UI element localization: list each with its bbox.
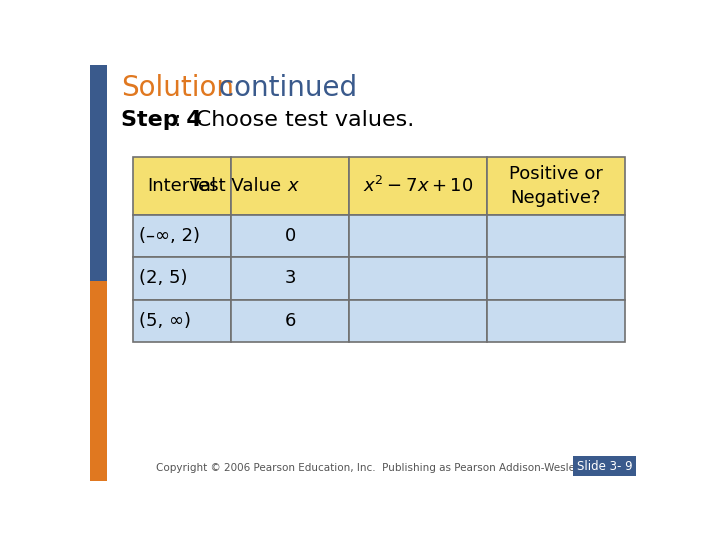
Bar (90, 65, 107, 281)
Bar (231, 215, 349, 257)
Bar (231, 257, 349, 300)
Bar (132, 300, 231, 342)
Bar (349, 157, 487, 215)
Bar (132, 257, 231, 300)
Bar (487, 215, 625, 257)
Bar (349, 300, 487, 342)
Text: 3: 3 (284, 269, 296, 287)
Text: x: x (287, 177, 297, 195)
Bar (231, 300, 349, 342)
Text: :  Choose test values.: : Choose test values. (174, 110, 414, 130)
Text: 0: 0 (284, 227, 296, 245)
Bar (487, 257, 625, 300)
Text: (5, ∞): (5, ∞) (139, 312, 191, 330)
Text: 6: 6 (284, 312, 296, 330)
Text: (2, 5): (2, 5) (139, 269, 187, 287)
Text: (–∞, 2): (–∞, 2) (139, 227, 200, 245)
Bar (132, 215, 231, 257)
Text: Copyright © 2006 Pearson Education, Inc.  Publishing as Pearson Addison-Wesley: Copyright © 2006 Pearson Education, Inc.… (156, 463, 582, 473)
Text: Positive or
Negative?: Positive or Negative? (509, 165, 603, 207)
Text: Test Value: Test Value (190, 177, 287, 195)
Bar (231, 157, 349, 215)
Bar (90, 281, 107, 481)
Text: Step 4: Step 4 (121, 110, 202, 130)
Text: Solution: Solution (121, 73, 234, 102)
Text: $x^2 - 7x + 10$: $x^2 - 7x + 10$ (363, 176, 473, 196)
Bar (349, 257, 487, 300)
Bar (487, 157, 625, 215)
Text: Interval: Interval (148, 177, 217, 195)
Bar (349, 215, 487, 257)
Text: continued: continued (210, 73, 357, 102)
Bar (132, 157, 231, 215)
Text: Slide 3- 9: Slide 3- 9 (577, 460, 632, 473)
Bar (487, 300, 625, 342)
